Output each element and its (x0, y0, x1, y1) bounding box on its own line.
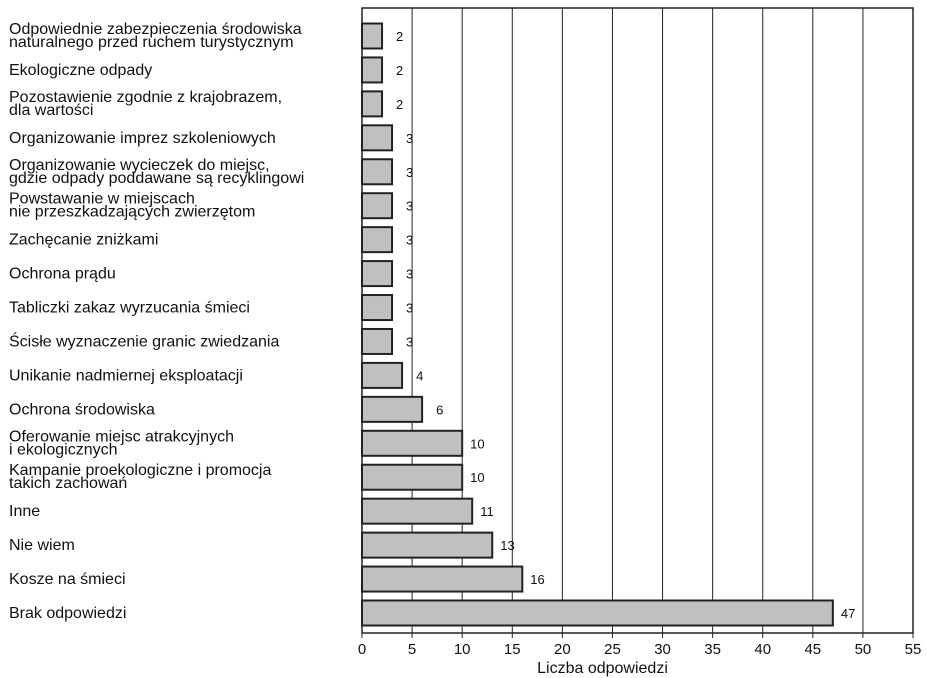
bar-value-label: 2 (396, 63, 403, 78)
bar-value-label: 16 (530, 572, 544, 587)
bar-value-label: 10 (470, 436, 484, 451)
category-label-line: Kosze na śmieci (9, 571, 126, 588)
category-label-line: Inne (9, 503, 40, 520)
x-tick-label: 30 (654, 641, 671, 658)
bar (361, 56, 384, 84)
bar-value-label: 10 (470, 470, 484, 485)
category-label-line: Organizowanie imprez szkoleniowych (9, 130, 276, 147)
bar-value-label: 47 (841, 606, 855, 621)
category-label-line: Nie wiem (9, 537, 75, 554)
x-tick-label: 5 (408, 641, 416, 658)
category-label: Odpowiednie zabezpieczenia środowiska nat… (9, 21, 302, 51)
category-label-line: Ekologiczne odpady (9, 62, 152, 79)
bar-value-label: 3 (406, 301, 413, 316)
bar-value-label: 4 (416, 368, 423, 383)
x-axis-ticks: 0 5 10 15 20 25 30 35 40 45 50 55 (358, 633, 922, 658)
category-label: Ekologiczne odpady (9, 62, 152, 79)
bar (361, 22, 384, 50)
x-tick-label: 50 (855, 641, 872, 658)
category-label-line: Ochrona prądu (9, 266, 116, 283)
bar (361, 463, 464, 491)
bar-value-label: 2 (396, 97, 403, 112)
bar (361, 260, 394, 288)
category-label: Brak odpowiedzi (9, 605, 126, 622)
value-labels: 2 2 2 3 3 3 3 3 3 3 4 6 10 10 11 13 16 47 (396, 29, 855, 621)
bar-value-label: 3 (406, 267, 413, 282)
category-label-line: gdzie odpady poddawane są recyklingowi (9, 170, 304, 187)
x-tick-label: 45 (804, 641, 821, 658)
category-label: Kampanie proekologiczne i promocja takich… (9, 462, 271, 492)
category-label: Inne (9, 503, 40, 520)
plot-frame (361, 7, 914, 634)
bar (361, 294, 394, 322)
category-label-line: takich zachowań (9, 475, 127, 492)
bars (361, 22, 834, 627)
category-label-line: Ochrona środowiska (9, 401, 155, 418)
bar (361, 158, 394, 186)
category-label: Ochrona środowiska (9, 401, 155, 418)
x-tick-label: 0 (358, 641, 366, 658)
category-label: Powstawanie w miejscach nie przeszkadzają… (9, 191, 255, 221)
category-labels: Odpowiednie zabezpieczenia środowiska nat… (9, 21, 304, 622)
bar-value-label: 3 (406, 131, 413, 146)
x-axis-title: Liczba odpowiedzi (537, 660, 668, 677)
bar-value-label: 2 (396, 29, 403, 44)
category-label-line: dla wartości (9, 102, 93, 119)
bar (361, 226, 394, 254)
category-label-line: nie przeszkadzających zwierzętom (9, 204, 255, 221)
category-label: Oferowanie miejsc atrakcyjnych i ekologic… (9, 428, 234, 458)
category-label: Pozostawienie zgodnie z krajobrazem, dla … (9, 89, 282, 119)
category-label: Ochrona prądu (9, 266, 116, 283)
bar (361, 599, 834, 627)
category-label: Ścisłe wyznaczenie granic zwiedzania (9, 331, 279, 350)
category-label-line: Zachęcanie zniżkami (9, 232, 158, 249)
category-label-line: naturalnego przed ruchem turystycznym (9, 34, 294, 51)
x-tick-label: 25 (604, 641, 621, 658)
bar (361, 90, 384, 118)
category-label: Kosze na śmieci (9, 571, 126, 588)
category-label: Organizowanie imprez szkoleniowych (9, 130, 276, 147)
bar-value-label: 3 (406, 199, 413, 214)
x-tick-label: 10 (454, 641, 471, 658)
category-label-line: Unikanie nadmiernej eksploatacji (9, 367, 243, 384)
bar (361, 395, 424, 423)
category-label-line: Pozostawienie zgodnie z krajobrazem, (9, 89, 282, 106)
bar-value-label: 3 (406, 165, 413, 180)
bar (361, 531, 494, 559)
bar (361, 565, 524, 593)
category-label: Unikanie nadmiernej eksploatacji (9, 367, 243, 384)
category-label: Organizowanie wycieczek do miejsc, gdzie … (9, 157, 304, 187)
x-tick-label: 35 (704, 641, 721, 658)
x-tick-label: 15 (504, 641, 521, 658)
bar (361, 192, 394, 220)
bar (361, 497, 474, 525)
category-label-line: Kampanie proekologiczne i promocja (9, 462, 271, 479)
category-label-line: Powstawanie w miejscach (9, 191, 195, 208)
bar-value-label: 11 (480, 504, 494, 519)
category-label-line: Ścisłe wyznaczenie granic zwiedzania (9, 331, 279, 350)
category-label: Tabliczki zakaz wyrzucania śmieci (9, 300, 250, 317)
bar (361, 429, 464, 457)
category-label: Zachęcanie zniżkami (9, 232, 158, 249)
bar-value-label: 3 (406, 334, 413, 349)
bar (361, 124, 394, 152)
bar-value-label: 3 (406, 233, 413, 248)
category-label-line: Organizowanie wycieczek do miejsc, (9, 157, 270, 174)
category-label-line: Odpowiednie zabezpieczenia środowiska (9, 21, 302, 38)
x-tick-label: 55 (905, 641, 922, 658)
bar-value-label: 13 (500, 538, 514, 553)
x-tick-label: 20 (554, 641, 571, 658)
category-label-line: Oferowanie miejsc atrakcyjnych (9, 428, 234, 445)
category-label-line: Brak odpowiedzi (9, 605, 126, 622)
bar (361, 327, 394, 355)
x-tick-label: 40 (754, 641, 771, 658)
category-label-line: Tabliczki zakaz wyrzucania śmieci (9, 300, 250, 317)
category-label-line: i ekologicznych (9, 441, 118, 458)
category-label: Nie wiem (9, 537, 75, 554)
bar-value-label: 6 (436, 402, 443, 417)
grid-lines (411, 8, 864, 633)
bar (361, 361, 404, 389)
